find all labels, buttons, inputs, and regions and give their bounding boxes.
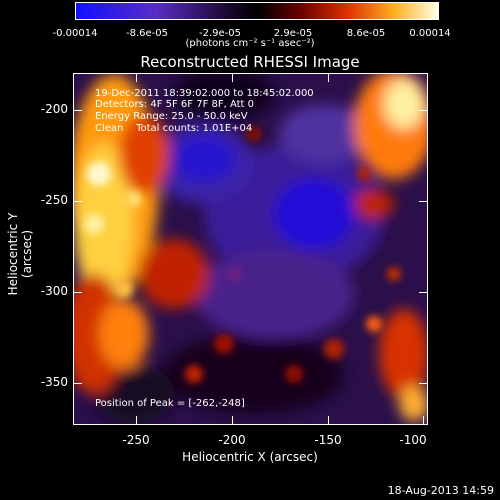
y-tick-mark bbox=[74, 383, 82, 384]
annotation-time-range: 19-Dec-2011 18:39:02.000 to 18:45:02.000 bbox=[95, 88, 314, 99]
x-tick-label: -150 bbox=[314, 433, 342, 447]
x-tick-mark bbox=[232, 416, 233, 424]
y-tick-mark bbox=[419, 110, 427, 111]
annotation-energy-range: Energy Range: 25.0 - 50.0 keV bbox=[95, 111, 248, 122]
y-axis-title: Heliocentric Y (arcsec) bbox=[6, 212, 34, 296]
y-tick-label: -350 bbox=[40, 375, 68, 389]
colorbar bbox=[75, 2, 439, 20]
x-tick-mark bbox=[328, 74, 329, 82]
colorbar-tick: -8.6e-05 bbox=[126, 28, 168, 39]
footer-timestamp: 18-Aug-2013 14:59 bbox=[387, 484, 494, 497]
x-tick-mark bbox=[136, 416, 137, 424]
plot-title: Reconstructed RHESSI Image bbox=[140, 53, 360, 71]
x-tick-mark bbox=[136, 74, 137, 82]
x-tick-label: -200 bbox=[218, 433, 246, 447]
annotation-clean-counts: Clean Total counts: 1.01E+04 bbox=[95, 123, 253, 134]
colorbar-unit-label: (photons cm⁻² s⁻¹ asec⁻²) bbox=[185, 38, 315, 49]
y-tick-mark bbox=[74, 292, 82, 293]
y-tick-mark bbox=[419, 383, 427, 384]
x-tick-mark bbox=[328, 416, 329, 424]
colorbar-tick: -0.00014 bbox=[52, 28, 98, 39]
y-tick-mark bbox=[419, 292, 427, 293]
y-tick-label: -200 bbox=[40, 102, 68, 116]
annotation-peak-position: Position of Peak = [-262,-248] bbox=[95, 398, 245, 409]
y-tick-mark bbox=[419, 201, 427, 202]
y-tick-mark bbox=[74, 201, 82, 202]
colorbar-tick: 2.9e-05 bbox=[273, 28, 313, 39]
colorbar-tick: -2.9e-05 bbox=[199, 28, 241, 39]
colorbar-tick: 8.6e-05 bbox=[346, 28, 386, 39]
annotation-detectors: Detectors: 4F 5F 6F 7F 8F, Att 0 bbox=[95, 99, 255, 110]
x-axis-title: Heliocentric X (arcsec) bbox=[182, 450, 318, 464]
x-tick-mark bbox=[232, 74, 233, 82]
image-plot bbox=[73, 73, 428, 425]
x-tick-label: -250 bbox=[122, 433, 150, 447]
y-tick-label: -250 bbox=[40, 193, 68, 207]
x-tick-mark bbox=[423, 416, 424, 424]
heatmap-image bbox=[74, 74, 427, 424]
x-tick-label: -100 bbox=[399, 433, 427, 447]
y-tick-mark bbox=[74, 110, 82, 111]
y-tick-label: -300 bbox=[40, 284, 68, 298]
colorbar-tick: 0.00014 bbox=[409, 28, 451, 39]
